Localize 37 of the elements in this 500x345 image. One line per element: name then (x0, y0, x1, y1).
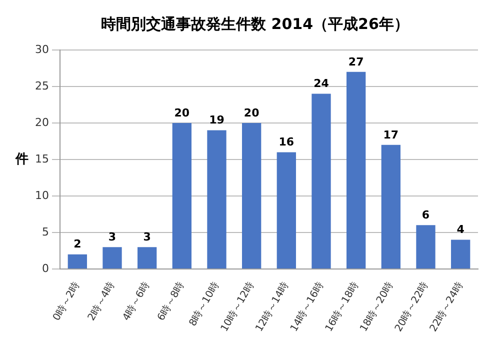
data-label: 6 (422, 208, 430, 222)
y-tick-label: 0 (42, 262, 49, 275)
bar (451, 240, 470, 268)
x-tick-label: 6時～8時 (155, 280, 187, 323)
data-label: 27 (348, 55, 364, 68)
bar (276, 152, 296, 268)
bar (68, 254, 87, 268)
x-tick-label: 2時～4時 (85, 280, 118, 323)
y-tick-label: 15 (34, 152, 49, 166)
data-label: 20 (174, 106, 190, 120)
y-tick-label: 25 (34, 79, 49, 92)
x-tick-label: 4時～6時 (120, 280, 152, 323)
bar (102, 247, 122, 268)
data-label: 3 (143, 230, 151, 244)
chart-title: 時間別交通事故発生件数 2014（平成26年） (101, 14, 409, 33)
bar (346, 72, 366, 268)
bar (416, 225, 436, 268)
y-axis-title: 件 (14, 152, 28, 167)
bar (242, 122, 262, 268)
x-tick-label: 0時～2時 (50, 280, 82, 323)
bar (381, 144, 400, 268)
y-tick-label: 10 (34, 188, 49, 202)
data-label: 20 (244, 106, 260, 120)
data-label: 4 (456, 223, 465, 236)
bar (172, 122, 192, 268)
data-label: 3 (108, 230, 116, 244)
data-label: 17 (383, 128, 399, 142)
data-label: 16 (278, 136, 294, 149)
data-label: 19 (209, 114, 224, 127)
y-tick-label: 20 (34, 116, 49, 129)
bar (312, 94, 331, 268)
bar (138, 247, 157, 268)
y-tick-label: 5 (42, 225, 49, 238)
data-label: 24 (314, 77, 330, 90)
bar (207, 130, 226, 268)
y-tick-label: 30 (34, 42, 49, 56)
data-label: 2 (74, 238, 82, 251)
